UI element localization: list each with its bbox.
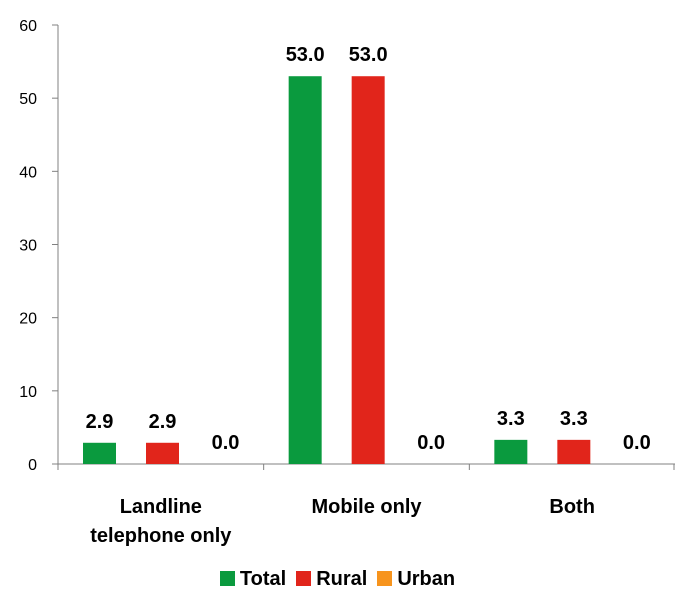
legend-label: Rural [316,568,368,590]
x-category-label-line: Both [549,496,595,518]
legend-label: Total [239,568,287,590]
data-label: 3.3 [560,408,588,430]
legend: Total Rural Urban [0,568,675,591]
data-label: 2.9 [149,411,177,433]
y-tick-label: 20 [19,311,37,328]
legend-item: Total [219,568,287,591]
bar [146,442,179,464]
legend-item: Rural [296,568,367,591]
data-label: 0.0 [212,432,240,454]
x-category-label-line: telephone only [90,525,232,547]
bar [557,439,591,464]
bar [288,76,322,464]
legend-label: Urban [397,568,456,590]
y-tick-label: 40 [19,164,37,181]
data-label: 2.9 [86,411,114,433]
axes: 0 10 20 30 40 50 60 [19,18,675,474]
x-category-label: Mobile only [312,496,423,518]
x-category-label-line: Mobile only [312,496,423,518]
legend-item: Urban [377,568,455,591]
legend-swatch [219,571,235,586]
bar [494,439,528,464]
x-category-label: Landline telephone only [90,496,232,547]
bar-chart: 0 10 20 30 40 50 60 2.9 2.9 0.0 53.0 53.0 0.0 3.3 3.3… [19,18,675,547]
legend-swatch [377,571,393,586]
x-category-label-line: Landline [120,496,202,518]
data-label: 53.0 [349,44,388,66]
y-tick-label: 60 [19,18,37,35]
data-labels: 2.9 2.9 0.0 53.0 53.0 0.0 3.3 3.3 0.0 [86,44,651,454]
y-tick-label: 50 [19,91,37,108]
y-tick-label: 30 [19,238,37,255]
category-labels: Landline telephone only Mobile only Both [90,496,595,547]
bar [83,442,116,464]
bar [351,76,385,464]
x-category-label: Both [549,496,595,518]
legend-swatch [296,571,312,586]
data-label: 0.0 [623,432,651,454]
bars [83,76,591,464]
y-tick-label: 0 [28,457,37,474]
data-label: 0.0 [417,432,445,454]
y-tick-label: 10 [19,384,37,401]
data-label: 3.3 [497,408,525,430]
data-label: 53.0 [286,44,325,66]
